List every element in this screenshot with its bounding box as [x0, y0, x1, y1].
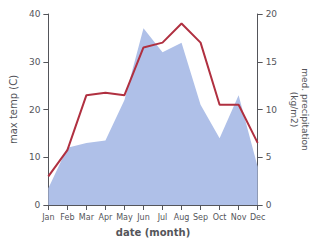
- svg-text:Apr: Apr: [99, 213, 114, 222]
- svg-text:date (month): date (month): [116, 227, 190, 238]
- svg-text:max temp (C): max temp (C): [8, 75, 19, 144]
- svg-text:10: 10: [266, 105, 278, 115]
- svg-text:10: 10: [29, 152, 41, 162]
- svg-text:20: 20: [29, 105, 41, 115]
- svg-text:5: 5: [266, 152, 272, 162]
- svg-text:Aug: Aug: [174, 213, 190, 222]
- svg-text:Jan: Jan: [41, 213, 54, 222]
- svg-text:Oct: Oct: [213, 213, 227, 222]
- svg-text:Dec: Dec: [250, 213, 265, 222]
- svg-text:20: 20: [266, 9, 278, 19]
- svg-text:40: 40: [29, 9, 41, 19]
- svg-text:0: 0: [35, 200, 41, 210]
- svg-text:Jun: Jun: [136, 213, 150, 222]
- svg-text:May: May: [116, 213, 133, 222]
- svg-text:Jul: Jul: [157, 213, 168, 222]
- svg-text:Nov: Nov: [231, 213, 247, 222]
- svg-text:Sep: Sep: [193, 213, 208, 222]
- svg-text:Mar: Mar: [79, 213, 95, 222]
- svg-text:15: 15: [266, 57, 277, 67]
- svg-text:Feb: Feb: [60, 213, 74, 222]
- svg-text:0: 0: [266, 200, 272, 210]
- svg-text:30: 30: [29, 57, 41, 67]
- svg-text:med. precipitation: med. precipitation: [300, 68, 310, 150]
- svg-text:(kg/m2): (kg/m2): [289, 92, 299, 127]
